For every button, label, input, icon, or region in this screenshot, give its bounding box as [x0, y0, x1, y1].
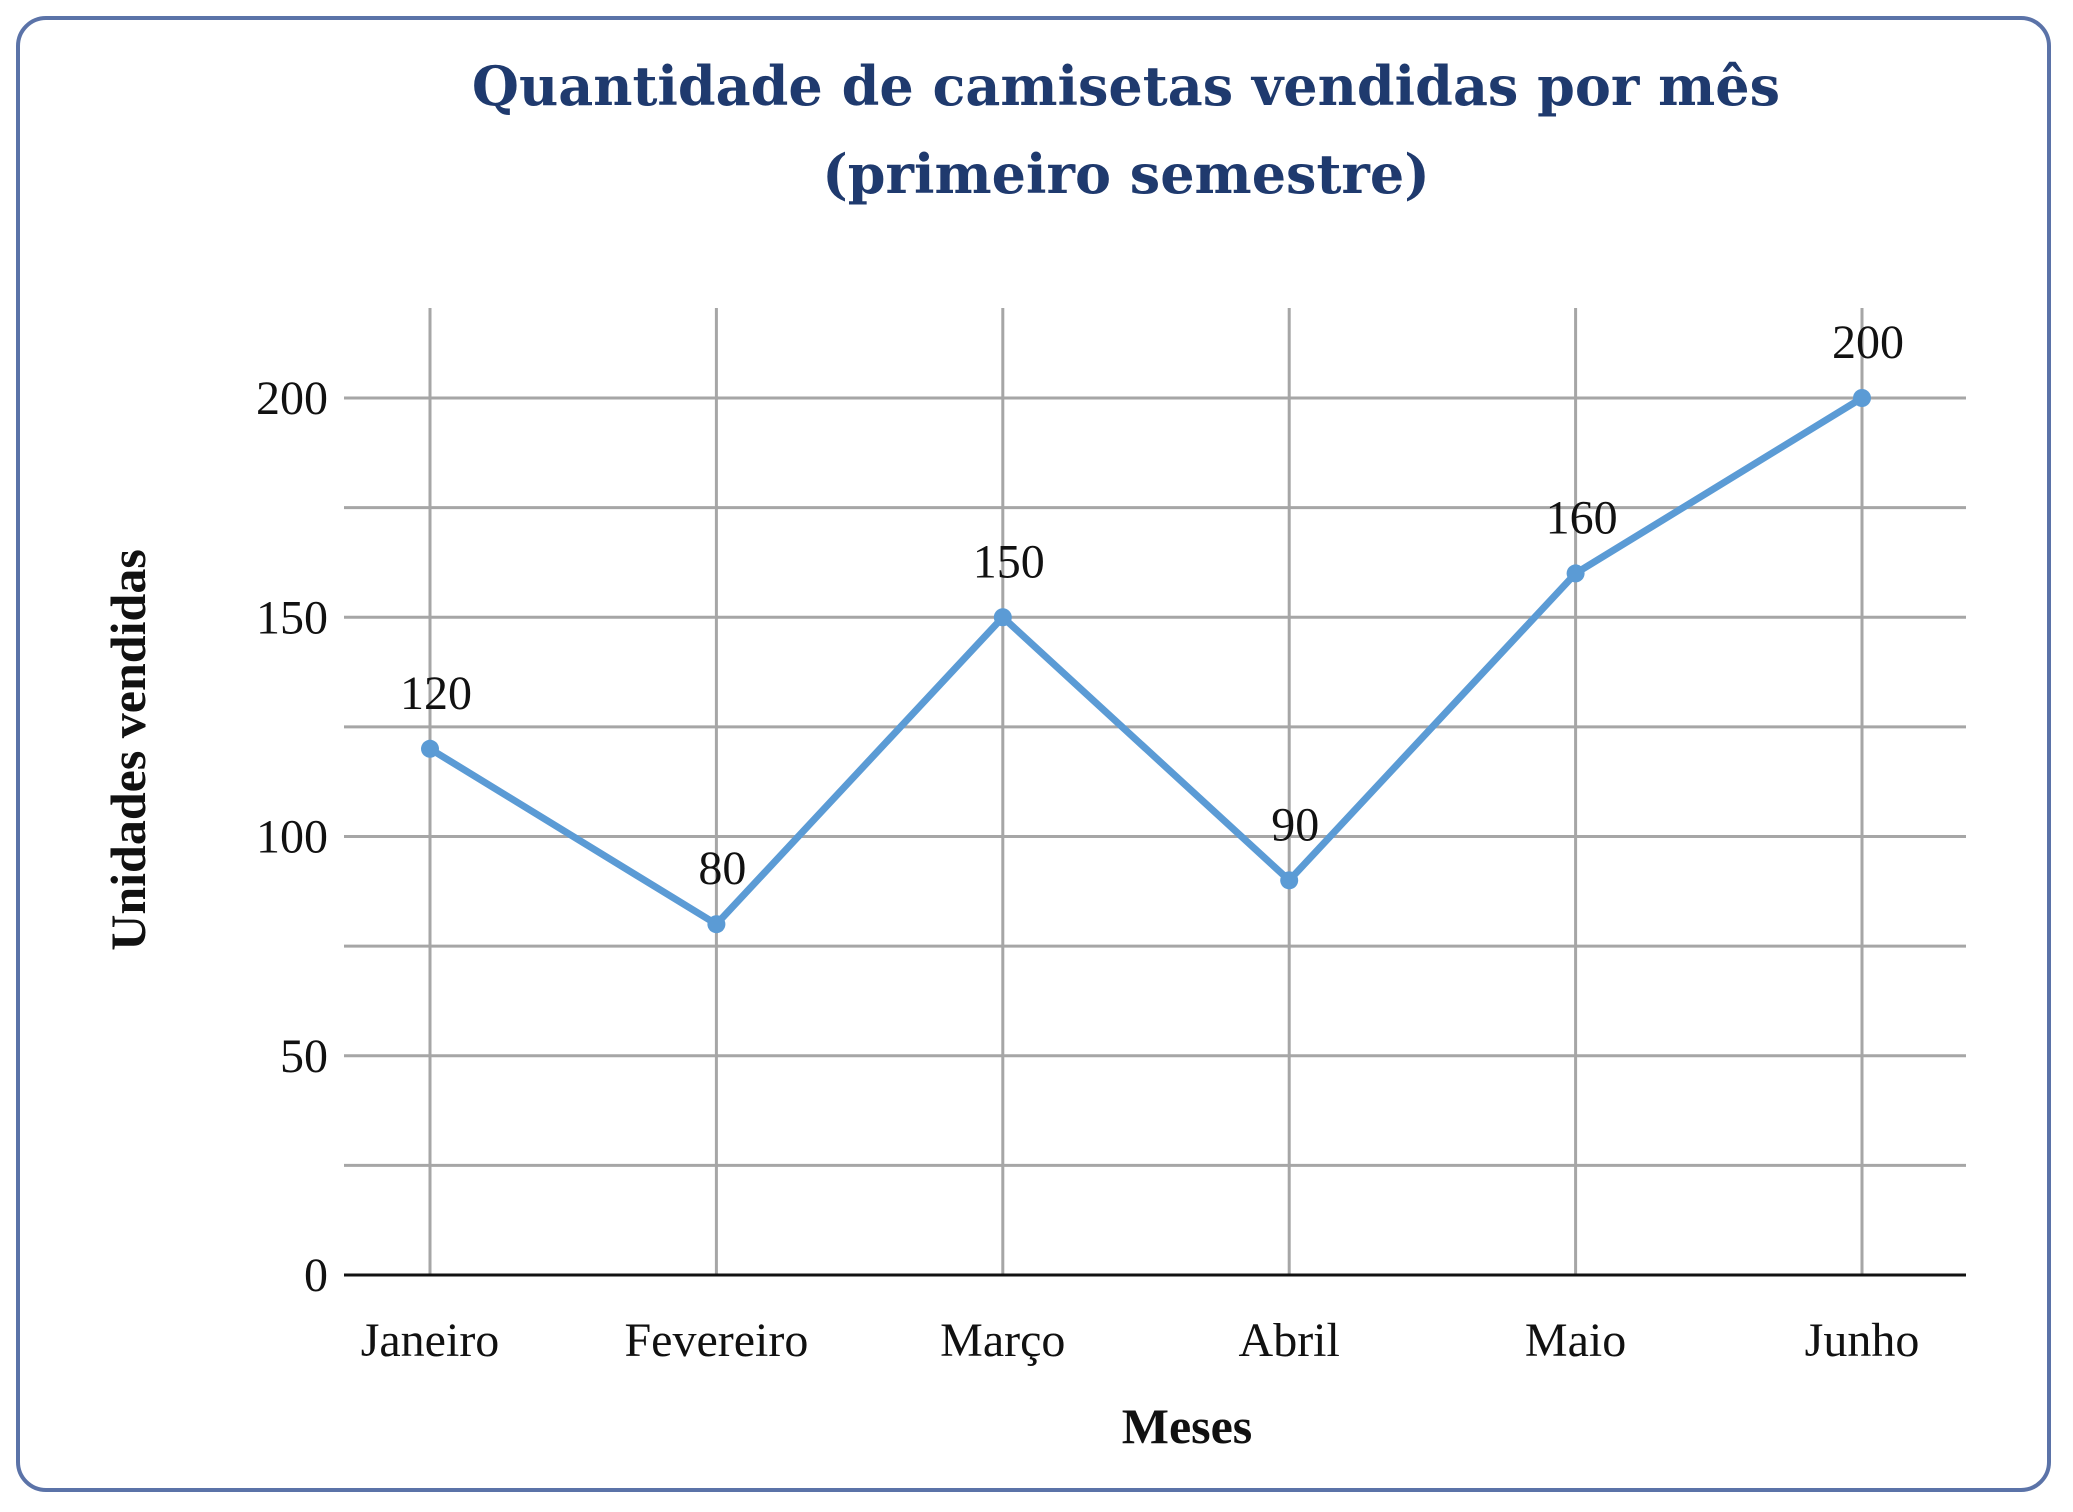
y-tick-label: 100 [256, 811, 328, 864]
data-point [707, 915, 726, 934]
x-tick-label: Junho [1805, 1314, 1920, 1367]
x-tick-labels: Janeiro Fevereiro Março Abril Maio Junho [361, 1314, 1920, 1367]
y-tick-label: 0 [304, 1249, 328, 1302]
x-axis-title: Meses [1122, 1398, 1253, 1454]
data-point [1853, 389, 1871, 407]
y-tick-label: 200 [256, 372, 328, 425]
y-axis-title: Unidades vendidas [100, 549, 156, 951]
data-label: 150 [973, 535, 1045, 588]
series-group [421, 389, 1871, 934]
data-labels-group: 120 80 150 90 160 200 [400, 316, 1904, 895]
chart-frame [16, 16, 2051, 1492]
data-label: 120 [400, 667, 472, 720]
data-point [421, 739, 439, 758]
y-tick-label: 150 [256, 591, 328, 644]
grid-lines [344, 308, 1966, 1277]
x-tick-label: Março [940, 1314, 1065, 1367]
data-label: 80 [698, 842, 746, 895]
data-point [993, 608, 1012, 627]
chart-title-line-1: Quantidade de camisetas vendidas por mês [471, 54, 1781, 118]
x-tick-label: Maio [1525, 1314, 1626, 1367]
data-point [1566, 564, 1585, 583]
data-point [1280, 871, 1299, 890]
data-label: 90 [1271, 798, 1319, 851]
x-tick-label: Abril [1239, 1314, 1340, 1367]
chart-title-line-2: (primeiro semestre) [822, 142, 1430, 206]
data-label: 160 [1546, 491, 1618, 544]
data-label: 200 [1832, 316, 1904, 369]
x-tick-label: Fevereiro [624, 1314, 808, 1367]
y-tick-label: 50 [280, 1030, 328, 1083]
series-line [426, 394, 1866, 928]
chart-title: Quantidade de camisetas vendidas por mês… [0, 42, 2073, 218]
x-tick-label: Janeiro [361, 1314, 500, 1367]
y-tick-labels: 0 50 100 150 200 [256, 372, 328, 1302]
